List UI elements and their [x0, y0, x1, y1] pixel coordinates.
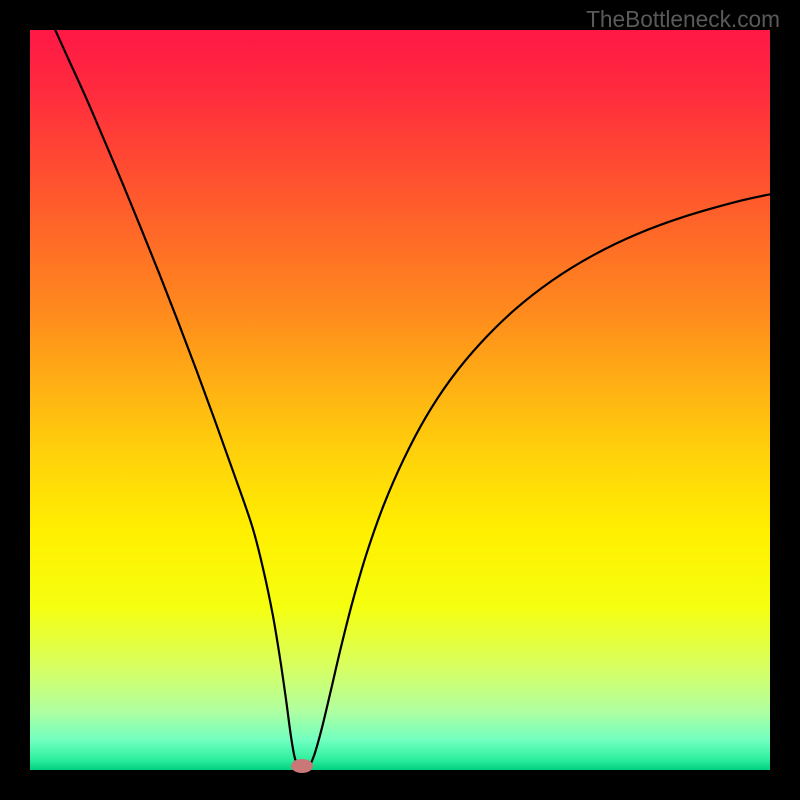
curve-path — [49, 30, 771, 770]
chart-container: TheBottleneck.com — [0, 0, 800, 800]
bottleneck-curve — [30, 30, 770, 770]
plot-area — [30, 30, 770, 770]
watermark-text: TheBottleneck.com — [586, 6, 780, 33]
